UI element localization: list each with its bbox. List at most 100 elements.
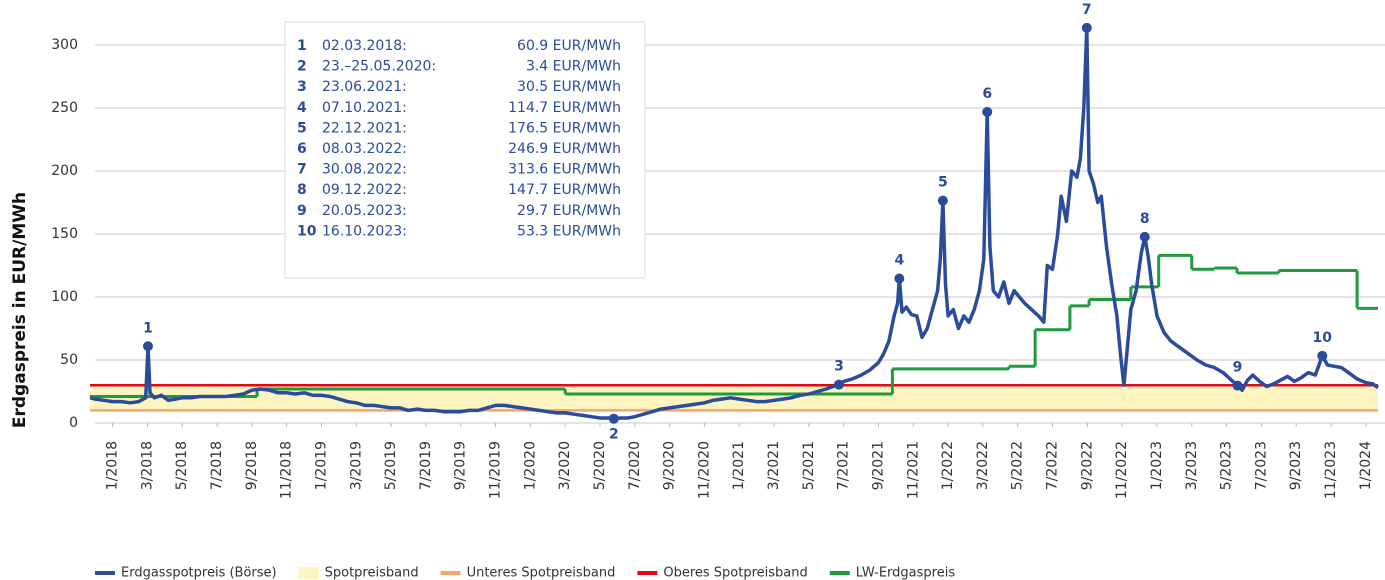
annotation-box: 1 02.03.2018: 60.9 EUR/MWh 2 23.–25.05.2020:…	[284, 21, 646, 279]
highlight-point	[982, 106, 993, 117]
x-tick-label: 9/2020	[662, 441, 678, 490]
x-tick-label: 5/2023	[1219, 441, 1235, 490]
annotation-date: 07.10.2021:	[322, 100, 407, 116]
x-tick-label: 7/2021	[836, 441, 852, 490]
y-tick-label: 250	[51, 100, 78, 116]
x-tick-label: 9/2023	[1288, 441, 1304, 490]
legend-swatch	[298, 567, 319, 579]
annotation-value: 30.5 EUR/MWh	[517, 79, 621, 95]
annotation-number: 10	[297, 223, 317, 239]
annotation-number: 6	[297, 141, 307, 157]
x-tick-label: 11/2019	[488, 441, 504, 499]
y-tick-label: 0	[69, 415, 78, 431]
x-tick-label: 5/2019	[383, 441, 399, 490]
x-tick-label: 7/2018	[209, 441, 225, 490]
point-label: 8	[1140, 211, 1150, 227]
x-tick-label: 7/2019	[418, 441, 434, 490]
point-label: 4	[894, 252, 904, 268]
x-tick-label: 7/2020	[627, 441, 643, 490]
annotation-number: 9	[297, 203, 307, 219]
annotation-date: 22.12.2021:	[322, 120, 407, 136]
annotation-date: 16.10.2023:	[322, 223, 407, 239]
annotation-value: 114.7 EUR/MWh	[508, 100, 621, 116]
annotation-date: 23.06.2021:	[322, 79, 407, 95]
y-tick-label: 300	[51, 37, 78, 53]
x-tick-label: 11/2023	[1323, 441, 1339, 499]
point-label: 3	[834, 359, 844, 375]
x-tick-label: 3/2019	[348, 441, 364, 490]
annotation-date: 20.05.2023:	[322, 203, 407, 219]
annotation-date: 08.03.2022:	[322, 141, 407, 157]
highlight-point	[142, 341, 153, 352]
point-label: 5	[938, 175, 948, 191]
annotation-number: 1	[297, 38, 307, 54]
point-label: 7	[1082, 2, 1092, 18]
annotation-value: 3.4 EUR/MWh	[526, 59, 621, 75]
annotation-value: 147.7 EUR/MWh	[508, 182, 621, 198]
highlight-point	[1139, 231, 1150, 242]
point-label: 9	[1233, 360, 1243, 376]
series-line	[89, 26, 1380, 421]
point-label: 6	[982, 86, 992, 102]
x-tick-label: 1/2020	[522, 441, 538, 490]
annotation-value: 60.9 EUR/MWh	[517, 38, 621, 54]
annotation-value: 313.6 EUR/MWh	[508, 162, 621, 178]
legend-label: Erdgasspotpreis (Börse)	[121, 566, 277, 580]
highlight-point	[608, 413, 619, 424]
annotation-box-bg	[284, 21, 646, 279]
highlight-point	[1232, 380, 1243, 391]
x-tick-label: 9/2022	[1079, 441, 1095, 490]
annotation-value: 176.5 EUR/MWh	[508, 120, 621, 136]
x-tick-label: 1/2024	[1358, 441, 1374, 490]
y-tick-label: 150	[51, 226, 78, 242]
highlight-point	[1317, 350, 1328, 361]
annotation-number: 3	[297, 79, 307, 95]
x-tick-label: 9/2019	[453, 441, 469, 490]
point-label: 2	[609, 427, 619, 443]
x-tick-label: 1/2021	[731, 441, 747, 490]
x-tick-label: 3/2022	[975, 441, 991, 490]
annotation-number: 7	[297, 162, 307, 178]
x-tick-label: 5/2018	[174, 441, 190, 490]
legend-label: Unteres Spotpreisband	[467, 566, 616, 580]
point-label: 10	[1313, 330, 1333, 346]
x-tick-label: 3/2023	[1184, 441, 1200, 490]
legend-label: Spotpreisband	[325, 566, 419, 580]
annotation-number: 2	[297, 59, 307, 75]
y-axis-label: Erdgaspreis in EUR/MWh	[10, 192, 30, 428]
x-tick-label: 7/2023	[1253, 441, 1269, 490]
x-tick-label: 5/2020	[592, 441, 608, 490]
x-tick-label: 7/2022	[1045, 441, 1061, 490]
x-tick-label: 9/2018	[244, 441, 260, 490]
highlight-point	[894, 273, 905, 284]
legend-label: Oberes Spotpreisband	[663, 566, 807, 580]
x-tick-label: 1/2023	[1149, 441, 1165, 490]
annotation-date: 23.–25.05.2020:	[322, 59, 436, 75]
x-tick-label: 9/2021	[870, 441, 886, 490]
x-tick-label: 11/2021	[905, 441, 921, 499]
y-tick-label: 100	[51, 289, 78, 305]
annotation-number: 8	[297, 182, 307, 198]
annotation-number: 5	[297, 120, 307, 136]
x-tick-label: 5/2021	[801, 441, 817, 490]
y-tick-label: 50	[60, 352, 78, 368]
x-tick-label: 3/2018	[139, 441, 155, 490]
x-tick-label: 11/2022	[1114, 441, 1130, 499]
x-tick-label: 3/2021	[766, 441, 782, 490]
highlight-point	[937, 195, 948, 206]
annotation-value: 53.3 EUR/MWh	[517, 223, 621, 239]
annotation-value: 246.9 EUR/MWh	[508, 141, 621, 157]
highlight-point	[833, 379, 844, 390]
highlight-point	[1081, 22, 1092, 33]
x-tick-label: 1/2022	[940, 441, 956, 490]
x-tick-label: 11/2018	[279, 441, 295, 499]
point-label: 1	[143, 320, 153, 336]
annotation-value: 29.7 EUR/MWh	[517, 203, 621, 219]
x-tick-label: 1/2019	[313, 441, 329, 490]
legend-label: LW-Erdgaspreis	[856, 566, 956, 580]
x-tick-label: 5/2022	[1010, 441, 1026, 490]
annotation-number: 4	[297, 100, 307, 116]
annotation-date: 02.03.2018:	[322, 38, 407, 54]
annotation-date: 30.08.2022:	[322, 162, 407, 178]
